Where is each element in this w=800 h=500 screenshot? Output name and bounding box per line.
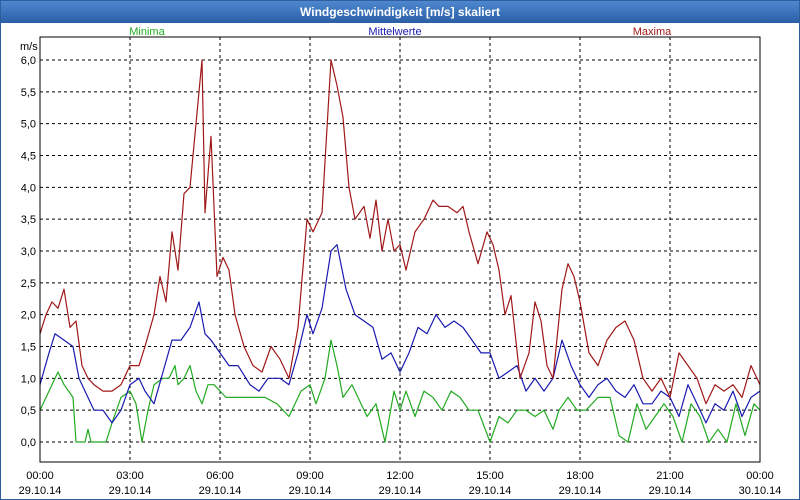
x-tick-date: 29.10.14 — [199, 485, 242, 497]
series-line-minima — [39, 339, 761, 443]
x-tick-time: 03:00 — [116, 470, 144, 482]
y-tick-label: 2,0 — [21, 310, 36, 322]
x-tick-date: 29.10.14 — [469, 485, 512, 497]
x-tick-date: 29.10.14 — [379, 485, 422, 497]
x-tick-date: 29.10.14 — [19, 485, 62, 497]
y-tick-label: 4,5 — [21, 151, 36, 163]
y-tick-label: 1,5 — [21, 342, 36, 354]
x-tick-time: 00:00 — [746, 470, 774, 482]
y-tick-label: 0,0 — [21, 437, 36, 449]
x-tick-date: 30.10.14 — [739, 485, 782, 497]
x-tick-date: 29.10.14 — [649, 485, 692, 497]
x-tick-time: 06:00 — [206, 470, 234, 482]
y-axis-label: m/s — [20, 41, 38, 53]
y-tick-label: 4,0 — [21, 182, 36, 194]
legend-maxima: Maxima — [633, 26, 672, 38]
legend-minima: Minima — [129, 26, 165, 38]
y-tick-label: 5,5 — [21, 87, 36, 99]
x-tick-time: 21:00 — [656, 470, 684, 482]
series-line-maxima — [39, 59, 761, 405]
y-tick-label: 0,5 — [21, 405, 36, 417]
series-line-mittelwerte — [39, 244, 761, 424]
y-tick-label: 5,0 — [21, 119, 36, 131]
y-tick-label: 1,0 — [21, 373, 36, 385]
x-tick-time: 00:00 — [26, 470, 54, 482]
y-tick-label: 6,0 — [21, 55, 36, 67]
plot-frame — [39, 36, 761, 463]
x-tick-date: 29.10.14 — [559, 485, 602, 497]
x-tick-time: 15:00 — [476, 470, 504, 482]
x-tick-time: 18:00 — [566, 470, 594, 482]
y-tick-label: 3,5 — [21, 214, 36, 226]
x-tick-time: 09:00 — [296, 470, 324, 482]
y-tick-label: 3,0 — [21, 246, 36, 258]
legend-mittelwerte: Mittelwerte — [368, 26, 421, 38]
x-tick-date: 29.10.14 — [289, 485, 332, 497]
x-tick-date: 29.10.14 — [109, 485, 152, 497]
x-tick-time: 12:00 — [386, 470, 414, 482]
y-tick-label: 2,5 — [21, 278, 36, 290]
window-title: Windgeschwindigkeit [m/s] skaliert — [1, 1, 799, 23]
